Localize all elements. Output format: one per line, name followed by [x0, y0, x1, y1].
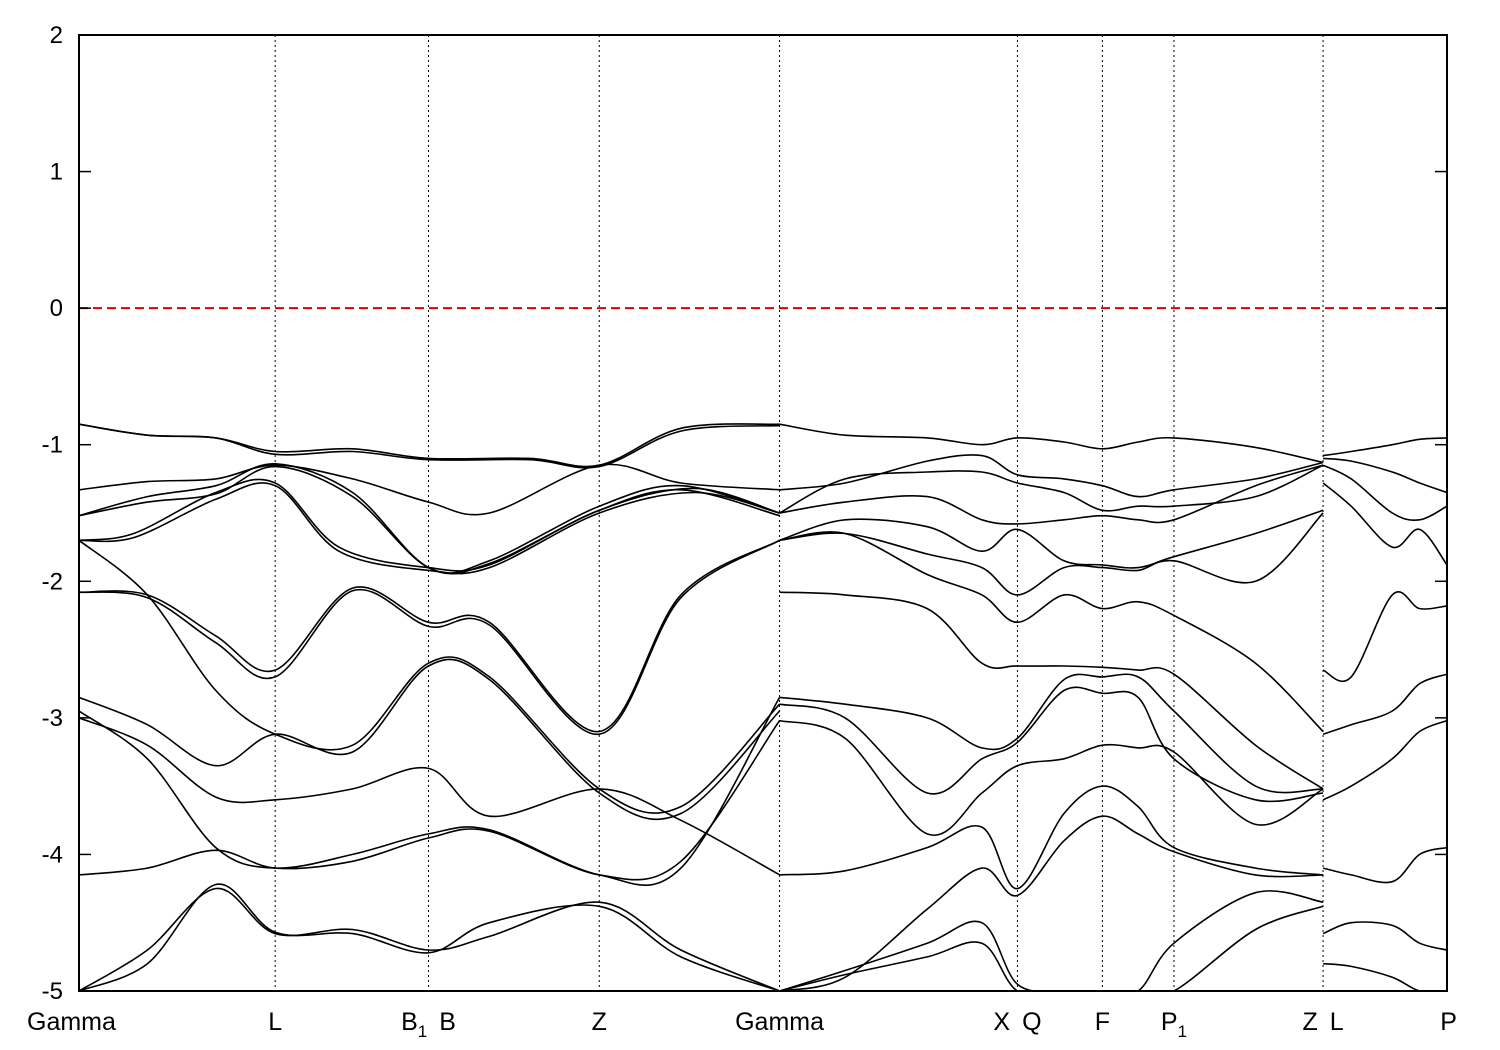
- y-tick-label: 1: [50, 159, 63, 186]
- k-point-label: L: [268, 1008, 282, 1036]
- y-tick-label: -3: [42, 705, 63, 732]
- k-point-label: B1: [401, 1008, 427, 1041]
- band-line-33: [1322, 464, 1447, 521]
- band-line-35: [1322, 591, 1447, 683]
- band-line-4: [79, 465, 780, 575]
- y-tick-label: -1: [42, 432, 63, 459]
- band-line-26: [779, 719, 1324, 837]
- band-line-6: [79, 482, 780, 575]
- band-line-1: [79, 423, 780, 469]
- band-line-34: [1322, 482, 1447, 566]
- band-line-2: [79, 463, 780, 516]
- k-point-label: P: [1440, 1008, 1457, 1036]
- band-line-19: [779, 464, 1324, 525]
- band-line-7: [79, 539, 780, 733]
- band-line-36: [1322, 673, 1447, 735]
- k-point-label: B: [439, 1008, 456, 1036]
- band-line-21: [779, 512, 1324, 596]
- band-line-38: [1322, 846, 1447, 884]
- k-point-label: Gamma: [27, 1008, 116, 1036]
- high-symmetry-separators: [274, 35, 1324, 991]
- k-point-label: Z: [592, 1008, 607, 1036]
- band-line-31: [1322, 437, 1447, 457]
- k-point-label: L: [1330, 1008, 1344, 1036]
- k-point-label: Q: [1022, 1008, 1041, 1036]
- y-tick-label: -2: [42, 568, 63, 595]
- y-tick-labels: -5 -4 -3 -2 -1 0 1 2: [42, 22, 63, 1005]
- band-line-39: [1322, 921, 1447, 951]
- band-line-29: [779, 890, 1324, 991]
- band-line-9: [79, 539, 781, 814]
- k-point-label: Gamma: [735, 1008, 824, 1036]
- band-line-13: [79, 720, 781, 881]
- band-line-20: [779, 509, 1324, 569]
- band-line-22: [779, 531, 1324, 733]
- band-line-18: [779, 464, 1324, 514]
- band-line-28: [779, 815, 1324, 991]
- band-line-32: [1323, 457, 1447, 494]
- band-lines-clip: [79, 423, 1447, 991]
- band-line-15: [79, 883, 780, 991]
- band-line-27: [779, 785, 1324, 890]
- k-point-label: X: [993, 1008, 1010, 1036]
- band-line-40: [1323, 962, 1447, 991]
- band-line-10: [79, 658, 781, 821]
- plot-frame: [78, 34, 1448, 992]
- y-tick-label: -5: [42, 978, 63, 1005]
- k-point-labels: Gamma L B1 B Z Gamma X Q F P1 Z L P: [27, 1008, 1457, 1041]
- band-line-24: [779, 673, 1324, 794]
- k-point-label: P1: [1161, 1008, 1187, 1041]
- y-axis-ticks: [79, 34, 1447, 992]
- y-tick-label: 2: [50, 22, 63, 49]
- band-line-23: [779, 591, 1324, 790]
- band-line-17: [779, 454, 1324, 498]
- band-line-37: [1322, 719, 1447, 801]
- y-tick-label: -4: [42, 841, 63, 868]
- band-line-14: [79, 887, 780, 991]
- k-point-label: Z: [1303, 1008, 1318, 1036]
- band-lines: [79, 423, 1447, 991]
- band-line-5: [79, 478, 780, 572]
- band-line-8: [79, 539, 781, 736]
- band-line-25: [779, 686, 1324, 803]
- y-tick-label: 0: [50, 295, 63, 322]
- k-point-label: F: [1095, 1008, 1110, 1036]
- band-line-16: [779, 423, 1324, 464]
- band-line-30: [779, 905, 1324, 991]
- band-line-11: [79, 717, 780, 876]
- band-line-12: [79, 696, 781, 887]
